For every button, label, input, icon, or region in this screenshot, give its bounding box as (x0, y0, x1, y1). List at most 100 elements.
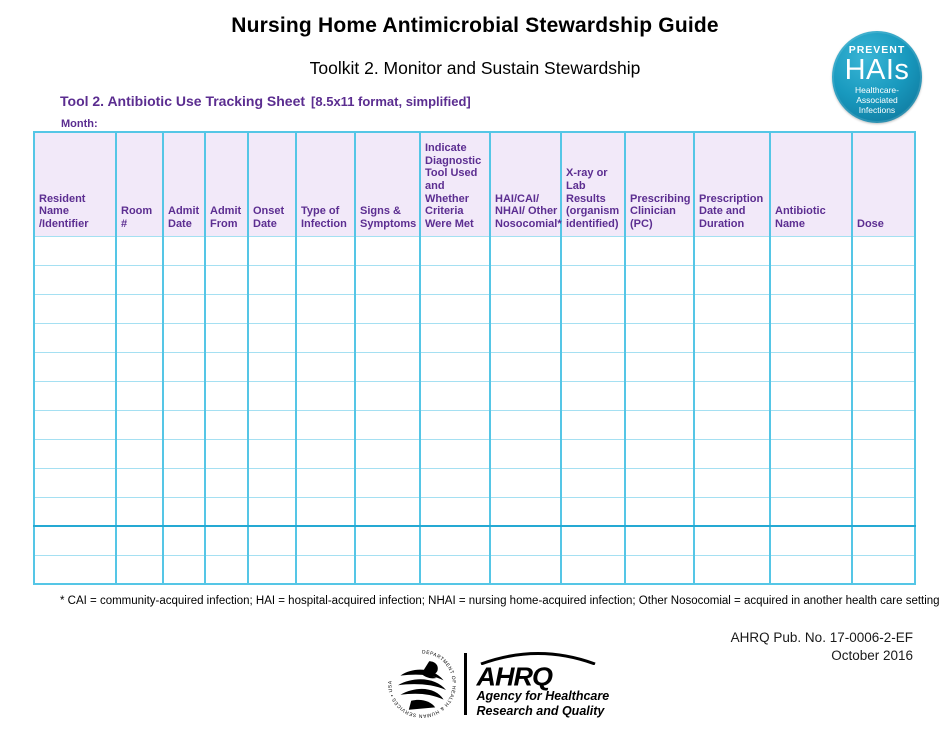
table-cell (354, 264, 420, 294)
column-header: Admit Date (162, 132, 205, 237)
table-cell (489, 525, 561, 555)
table-cell (115, 235, 163, 265)
badge-hais-text: HAIs (844, 54, 910, 86)
table-cell (489, 409, 561, 439)
table-cell (354, 525, 420, 555)
table-cell (354, 467, 420, 497)
table-cell (769, 496, 852, 527)
prevent-hais-logo: PREVENT HAIs Healthcare- Associated Infe… (832, 31, 922, 123)
tool-heading-main: Tool 2. Antibiotic Use Tracking Sheet (60, 93, 306, 109)
table-cell (247, 525, 296, 555)
table-cell (769, 322, 852, 352)
table-row (33, 293, 915, 323)
table-cell (247, 322, 296, 352)
column-header: Prescribing Clinician (PC) (624, 132, 694, 237)
table-cell (489, 438, 561, 468)
table-cell (115, 496, 163, 527)
table-cell (851, 351, 915, 381)
table-cell (33, 235, 116, 265)
table-cell (624, 525, 694, 555)
table-cell (693, 525, 770, 555)
table-row (33, 554, 915, 584)
tool-heading-format-note: [8.5x11 format, simplified] (311, 94, 471, 109)
table-cell (295, 235, 355, 265)
table-cell (115, 351, 163, 381)
column-header: Room # (115, 132, 163, 237)
footer-logos: DEPARTMENT OF HEALTH & HUMAN SERVICES • … (386, 645, 609, 723)
table-cell (693, 293, 770, 323)
table-cell (204, 293, 248, 323)
publication-number: AHRQ Pub. No. 17-0006-2-EF (730, 630, 913, 645)
hhs-seal-logo: DEPARTMENT OF HEALTH & HUMAN SERVICES • … (387, 649, 457, 719)
table-cell (162, 235, 205, 265)
table-cell (851, 235, 915, 265)
antibiotic-tracking-table: Resident Name /Identifier Room # Admit Dat… (33, 131, 916, 585)
table-cell (33, 554, 116, 584)
table-cell (769, 380, 852, 410)
table-cell (204, 322, 248, 352)
table-cell (489, 380, 561, 410)
table-cell (354, 554, 420, 584)
table-cell (204, 525, 248, 555)
table-cell (624, 409, 694, 439)
table-cell (162, 293, 205, 323)
table-cell (115, 380, 163, 410)
table-cell (560, 409, 625, 439)
table-cell (247, 467, 296, 497)
table-cell (162, 467, 205, 497)
table-cell (489, 235, 561, 265)
table-cell (769, 409, 852, 439)
table-cell (769, 554, 852, 584)
column-header: Resident Name /Identifier (33, 132, 116, 237)
table-row (33, 409, 915, 439)
table-cell (295, 525, 355, 555)
table-cell (419, 380, 490, 410)
table-cell (354, 380, 420, 410)
table-cell (419, 235, 490, 265)
table-row (33, 467, 915, 497)
ahrq-name-line2: Research and Quality (476, 704, 605, 719)
table-cell (560, 322, 625, 352)
ahrq-name-line1: Agency for Healthcare (476, 689, 610, 704)
table-cell (624, 438, 694, 468)
table-cell (162, 554, 205, 584)
table-cell (851, 293, 915, 323)
table-header-row: Resident Name /Identifier Room # Admit Dat… (33, 132, 915, 237)
table-cell (419, 525, 490, 555)
table-cell (560, 438, 625, 468)
table-cell (489, 264, 561, 294)
table-cell (560, 235, 625, 265)
column-header: Dose (851, 132, 915, 237)
table-cell (115, 264, 163, 294)
table-row (33, 380, 915, 410)
table-cell (204, 351, 248, 381)
ahrq-logo: AHRQ Agency for Healthcare Research and … (476, 649, 610, 719)
table-cell (693, 467, 770, 497)
table-cell (851, 554, 915, 584)
table-row (33, 322, 915, 352)
table-cell (247, 264, 296, 294)
table-cell (33, 380, 116, 410)
table-cell (33, 322, 116, 352)
table-cell (419, 409, 490, 439)
table-cell (162, 409, 205, 439)
publication-info: AHRQ Pub. No. 17-0006-2-EF October 2016 (560, 629, 913, 665)
table-cell (204, 380, 248, 410)
table-cell (204, 554, 248, 584)
column-header: Antibiotic Name (769, 132, 852, 237)
table-cell (247, 496, 296, 527)
table-cell (162, 264, 205, 294)
table-cell (33, 293, 116, 323)
badge-subtext-line: Associated (856, 94, 898, 105)
table-cell (419, 554, 490, 584)
table-cell (247, 409, 296, 439)
month-label: Month: (61, 118, 98, 130)
table-cell (624, 496, 694, 527)
table-cell (624, 235, 694, 265)
table-cell (247, 380, 296, 410)
table-cell (247, 438, 296, 468)
table-cell (33, 264, 116, 294)
table-cell (354, 438, 420, 468)
table-cell (115, 293, 163, 323)
